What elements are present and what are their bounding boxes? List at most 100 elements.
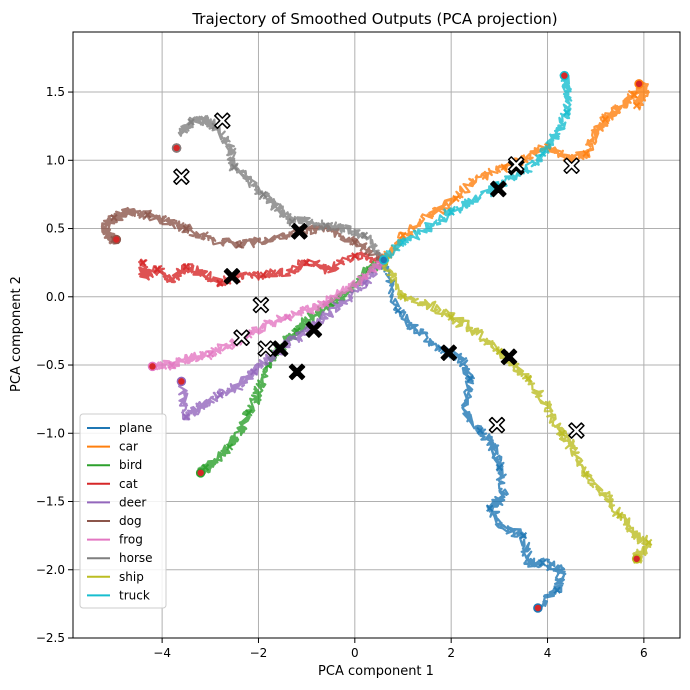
end-point-dog	[111, 234, 122, 245]
open-marker-plane	[488, 416, 506, 434]
series-line-dog	[100, 206, 384, 262]
series-point-plane	[538, 559, 547, 567]
x-axis-label: PCA component 1	[318, 664, 434, 679]
x-tick-label: 6	[640, 646, 648, 660]
series-point-frog	[360, 272, 369, 281]
series-point-deer	[249, 368, 258, 376]
series-point-cat	[351, 252, 359, 260]
legend: plane car bird cat deer dog frog horse ship truck	[79, 413, 167, 609]
open-marker-dog	[173, 168, 190, 185]
series-layer	[100, 71, 653, 611]
chart-title: Trajectory of Smoothed Outputs (PCA proj…	[191, 10, 557, 28]
series-point-cat	[302, 258, 311, 267]
series-point-car	[582, 149, 590, 158]
series-point-ship	[447, 313, 455, 321]
x-tick-label: −4	[153, 646, 171, 660]
legend-label-plane: plane	[119, 421, 152, 435]
series-point-plane	[495, 463, 504, 472]
series-point-horse	[259, 190, 267, 199]
end-point-car	[634, 79, 644, 89]
series-point-frog	[168, 361, 176, 369]
legend-label-deer: deer	[119, 495, 146, 509]
x-tick-label: 0	[351, 646, 359, 660]
series-point-ship	[616, 511, 624, 519]
series-point-car	[601, 115, 610, 124]
end-point-plane	[533, 603, 543, 613]
series-point-ship	[495, 347, 504, 356]
series-point-car	[452, 194, 460, 203]
series-line-cat	[138, 251, 386, 288]
series-point-dog	[110, 213, 118, 222]
legend-label-frog: frog	[119, 533, 143, 547]
series-point-dog	[351, 238, 359, 246]
series-point-truck	[399, 238, 407, 246]
series-point-car	[632, 101, 641, 110]
series-point-frog	[206, 350, 215, 358]
x-tick-label: 4	[544, 646, 552, 660]
filled-marker-bird	[288, 363, 306, 381]
series-point-horse	[230, 163, 239, 171]
series-point-car	[399, 231, 407, 240]
filled-marker-cat	[223, 268, 241, 285]
legend-label-car: car	[119, 440, 138, 454]
series-point-horse	[322, 222, 330, 230]
y-axis: −2.5 −2.0 −1.5 −1.0 −0.5 0.0 0.5 1.0 1.5	[36, 85, 73, 645]
x-axis: −4 −2 0 2 4 6	[153, 638, 648, 660]
series-line-plane	[379, 258, 567, 611]
series-point-bird	[245, 409, 253, 417]
filled-marker-frog	[305, 321, 323, 338]
y-tick-label: −0.5	[36, 358, 65, 372]
series-point-ship	[582, 470, 590, 478]
y-tick-label: 1.5	[46, 85, 65, 99]
series-point-frog	[322, 299, 330, 308]
x-tick-label: 2	[447, 646, 455, 660]
start-point	[378, 255, 389, 265]
series-point-plane	[519, 531, 528, 540]
series-point-truck	[447, 208, 455, 216]
series-point-bird	[225, 443, 234, 451]
filled-marker-ship	[500, 348, 518, 366]
open-marker-cat	[252, 296, 270, 314]
y-tick-label: 0.0	[46, 290, 65, 304]
series-line-frog	[151, 256, 386, 371]
y-tick-label: −1.5	[36, 495, 65, 509]
series-point-dog	[182, 224, 190, 233]
series-line-ship	[382, 255, 652, 564]
series-point-truck	[538, 149, 547, 158]
open-marker-truck	[507, 156, 525, 173]
end-point-frog	[147, 361, 158, 372]
series-point-horse	[187, 118, 195, 126]
y-tick-label: −1.0	[36, 426, 65, 440]
y-tick-label: −2.5	[36, 631, 65, 645]
legend-label-horse: horse	[119, 551, 153, 565]
series-point-ship	[558, 429, 566, 437]
filled-marker-deer	[271, 340, 289, 357]
legend-label-dog: dog	[119, 514, 142, 528]
series-point-cat	[153, 265, 162, 274]
series-point-deer	[182, 413, 190, 421]
end-point-deer	[176, 376, 187, 387]
end-point-ship	[631, 554, 642, 564]
y-tick-label: 1.0	[46, 153, 65, 167]
series-point-car	[630, 91, 638, 99]
series-point-horse	[360, 231, 369, 240]
legend-label-bird: bird	[119, 458, 142, 472]
legend-label-cat: cat	[119, 477, 138, 491]
series-point-cat	[216, 279, 224, 287]
series-point-ship	[644, 538, 653, 547]
plot-frame	[72, 31, 681, 639]
end-point-horse	[171, 143, 182, 153]
series-point-plane	[466, 374, 475, 383]
series-point-deer	[216, 391, 224, 399]
end-point-truck	[559, 70, 570, 81]
filled-marker-horse	[291, 223, 308, 240]
series-point-cat	[259, 271, 267, 279]
marker-layer	[111, 70, 644, 613]
series-point-car	[500, 163, 508, 171]
legend-box	[79, 413, 167, 609]
series-point-dog	[143, 211, 152, 219]
series-point-plane	[553, 586, 561, 594]
series-point-cat	[182, 263, 190, 271]
filled-marker-car	[490, 180, 507, 198]
